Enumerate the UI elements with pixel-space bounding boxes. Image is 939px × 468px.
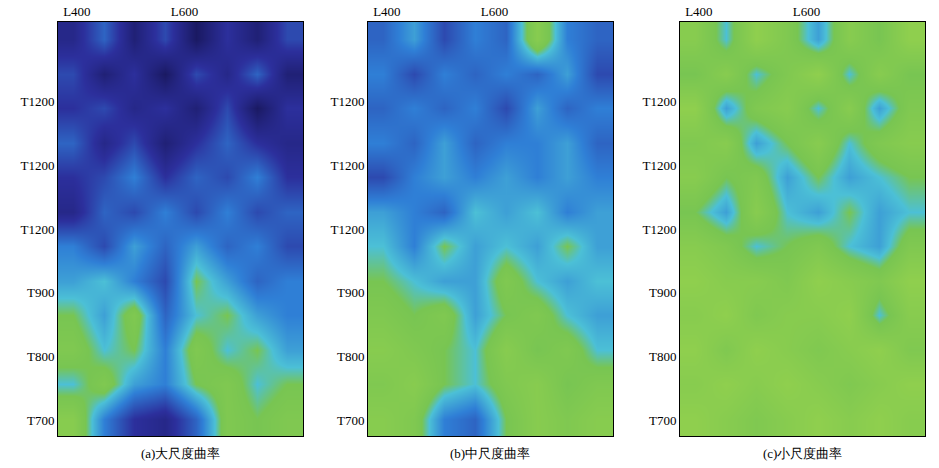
svg-text:T700: T700	[337, 413, 364, 428]
svg-text:T1200: T1200	[642, 222, 676, 237]
svg-text:L600: L600	[481, 4, 508, 19]
svg-text:T800: T800	[337, 349, 364, 364]
svg-text:T1200: T1200	[20, 94, 54, 109]
svg-text:T1200: T1200	[642, 94, 676, 109]
svg-text:T900: T900	[337, 285, 364, 300]
svg-text:T800: T800	[649, 349, 676, 364]
svg-text:L600: L600	[793, 4, 820, 19]
svg-text:T900: T900	[27, 285, 54, 300]
svg-text:(c)小尺度曲率: (c)小尺度曲率	[763, 446, 842, 461]
svg-text:L400: L400	[685, 4, 712, 19]
svg-text:L400: L400	[373, 4, 400, 19]
svg-text:T1200: T1200	[642, 158, 676, 173]
svg-text:T1200: T1200	[330, 94, 364, 109]
svg-text:(a)大尺度曲率: (a)大尺度曲率	[141, 446, 220, 461]
svg-text:T700: T700	[649, 413, 676, 428]
svg-text:L400: L400	[63, 4, 90, 19]
svg-text:T1200: T1200	[20, 158, 54, 173]
svg-text:T1200: T1200	[330, 158, 364, 173]
svg-text:T1200: T1200	[330, 222, 364, 237]
svg-text:T700: T700	[27, 413, 54, 428]
svg-text:T900: T900	[649, 285, 676, 300]
svg-text:L600: L600	[171, 4, 198, 19]
svg-text:T800: T800	[27, 349, 54, 364]
svg-text:(b)中尺度曲率: (b)中尺度曲率	[450, 446, 530, 461]
svg-text:T1200: T1200	[20, 222, 54, 237]
